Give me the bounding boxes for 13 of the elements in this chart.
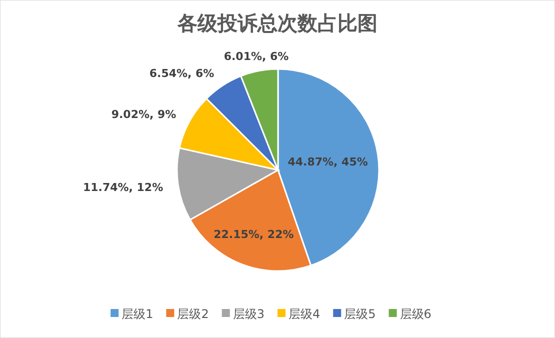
legend-label: 层级6: [400, 307, 432, 321]
data-label: 44.87%, 45%: [288, 156, 368, 169]
legend-label: 层级1: [122, 307, 154, 321]
data-label: 9.02%, 9%: [111, 108, 176, 122]
legend-label: 层级2: [177, 307, 209, 321]
data-label: 6.54%, 6%: [149, 66, 214, 80]
data-label: 11.74%, 12%: [82, 181, 164, 194]
legend-label: 层级4: [288, 307, 320, 321]
legend-label: 层级5: [344, 307, 376, 321]
legend-label: 层级3: [232, 307, 264, 321]
chart-title: 各级投诉总次数占比图: [176, 11, 378, 35]
data-label: 6.01%, 6%: [224, 50, 289, 63]
data-label: 22.15%, 22%: [214, 228, 294, 242]
